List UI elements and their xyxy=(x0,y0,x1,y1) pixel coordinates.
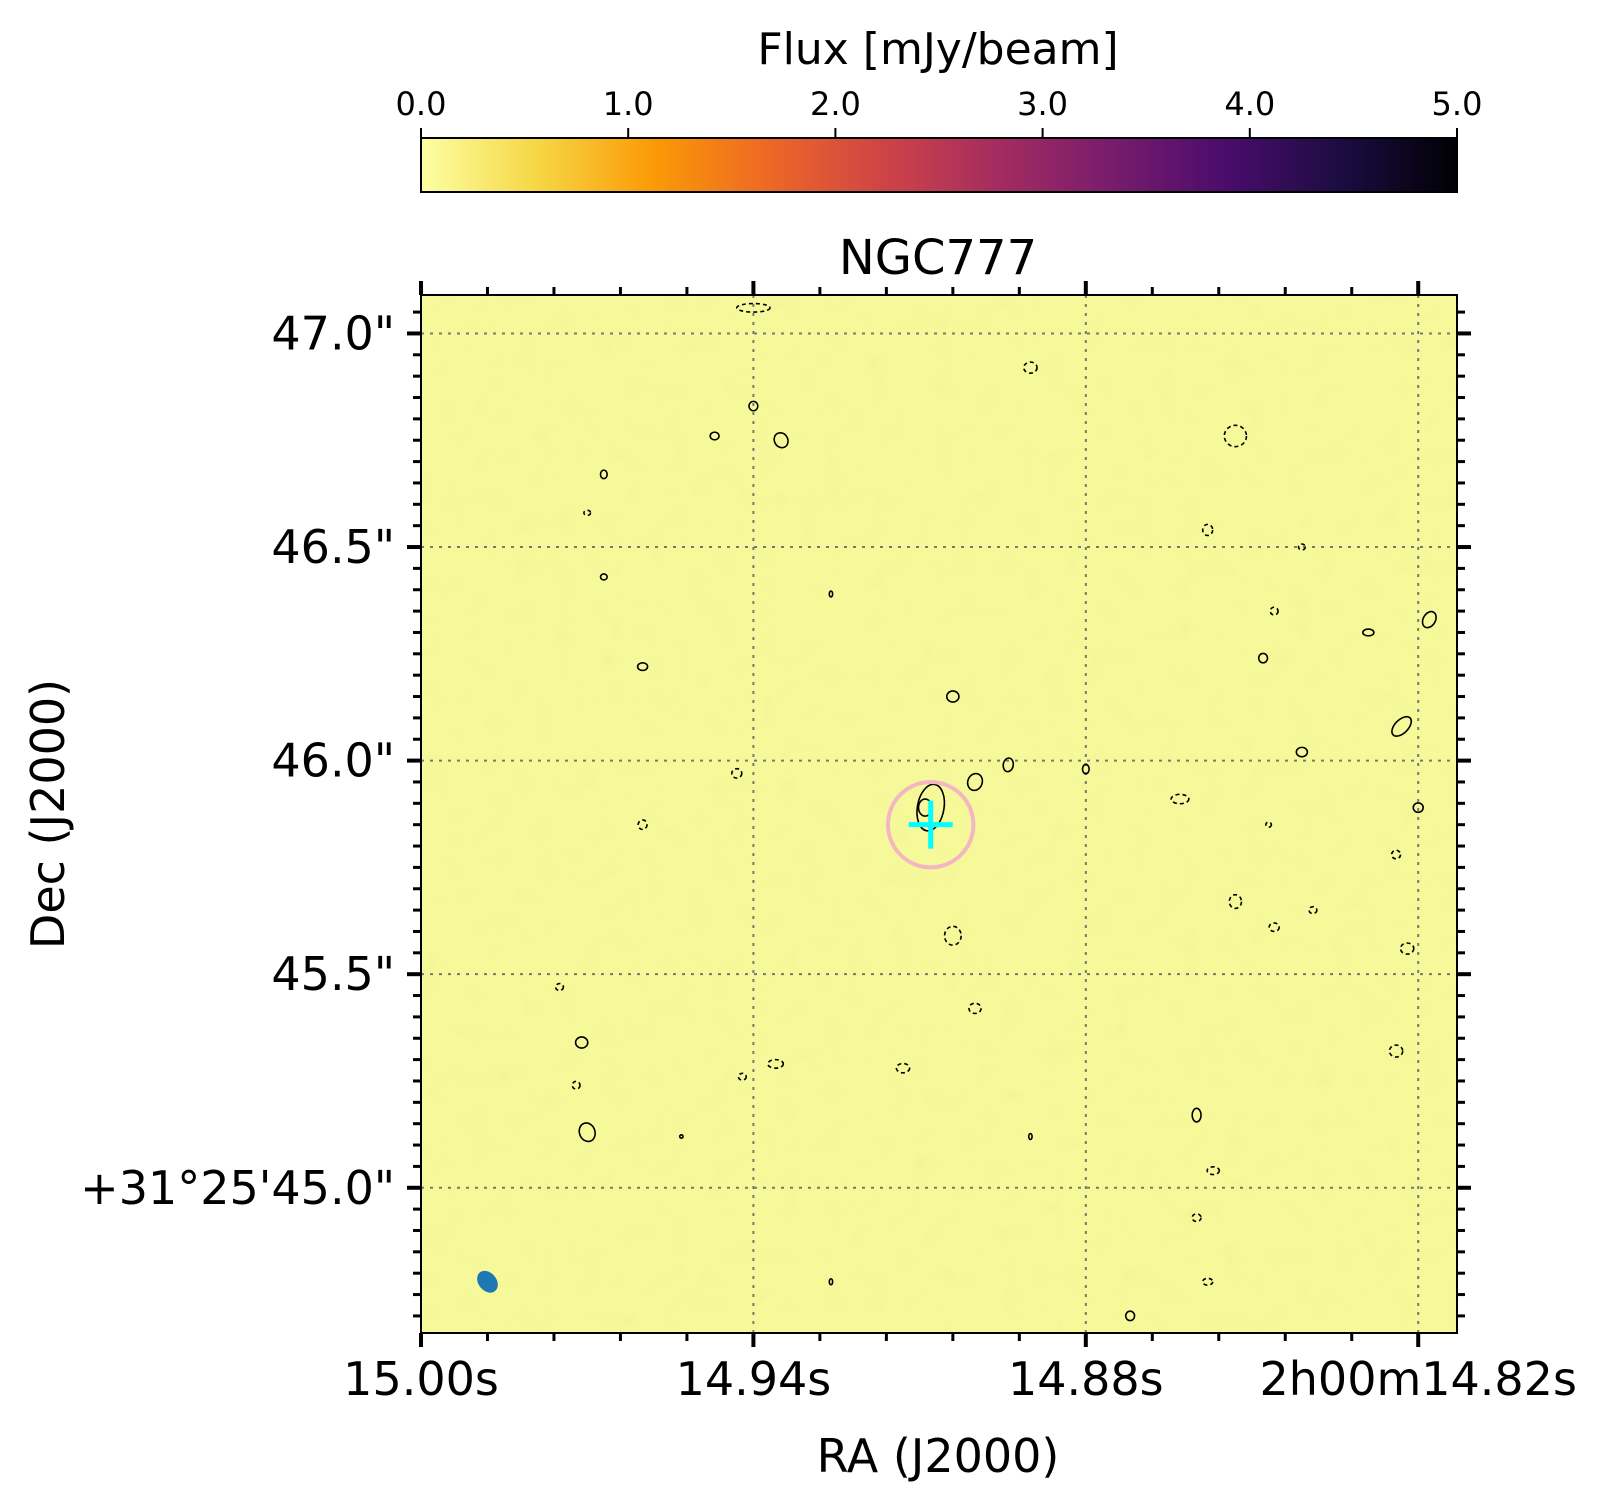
colorbar-tick-label: 4.0 xyxy=(1224,85,1275,123)
contour-positive xyxy=(1421,610,1437,629)
contour-negative xyxy=(1206,1166,1221,1176)
contour-positive xyxy=(599,469,608,480)
contour-negative xyxy=(735,302,771,313)
contour-negative xyxy=(637,819,648,831)
contour-positive xyxy=(599,573,608,581)
contour-positive xyxy=(578,1122,596,1143)
contour-negative xyxy=(1297,543,1307,551)
contour-negative xyxy=(1388,1044,1404,1058)
contour-positive xyxy=(1257,652,1269,664)
colorbar-tick-label: 1.0 xyxy=(603,85,654,123)
colorbar-gradient xyxy=(420,137,1458,193)
contour-negative xyxy=(1308,905,1318,915)
contour-positive xyxy=(1362,628,1375,637)
x-tick-label: 15.00s xyxy=(343,1352,499,1406)
contour-negative xyxy=(1269,606,1279,616)
source-marker xyxy=(885,779,976,870)
contour-positive xyxy=(709,431,720,441)
contour-positive xyxy=(1124,1310,1136,1322)
colorbar-ticks: 0.0 1.0 2.0 3.0 4.0 5.0 xyxy=(396,85,1483,138)
contour-negative xyxy=(554,982,565,992)
contour-positive xyxy=(1081,763,1090,775)
x-tick-label: 14.94s xyxy=(676,1352,832,1406)
y-axis-label: Dec (J2000) xyxy=(21,679,75,949)
y-tick-label: 47.0" xyxy=(271,306,395,360)
beam-ellipse xyxy=(477,1270,498,1293)
plot-area: 15.00s 14.94s 14.88s 2h00m14.82s 47.0" 46.5" 4… xyxy=(80,281,1577,1406)
contour-negative xyxy=(1390,849,1402,860)
y-tick-label: 45.5" xyxy=(271,947,395,1001)
contour-negative xyxy=(968,1002,982,1015)
colorbar-tick-label: 5.0 xyxy=(1432,85,1483,123)
plot-frame xyxy=(420,294,1458,1334)
contour-negative xyxy=(1201,523,1214,537)
flux-noise xyxy=(421,295,1457,1333)
y-tick-label: 46.0" xyxy=(271,734,395,788)
contour-negative xyxy=(1201,1277,1214,1286)
contour-negative xyxy=(1191,1213,1202,1223)
colorbar: Flux [mJy/beam] 0.0 1.0 2.0 3.0 4.0 5.0 xyxy=(396,24,1483,193)
contour-positive xyxy=(916,783,946,832)
contour-negative xyxy=(730,767,743,779)
contour-positive xyxy=(1002,757,1015,773)
contour-negative xyxy=(1223,424,1248,448)
chart-title: NGC777 xyxy=(839,230,1037,286)
y-tick-label: 46.5" xyxy=(271,520,395,574)
contour-positive xyxy=(945,690,960,703)
contour-negative xyxy=(1399,942,1415,955)
contour-positive xyxy=(828,590,834,598)
contour-negative xyxy=(767,1058,785,1069)
x-tick-label: 14.88s xyxy=(1008,1352,1164,1406)
contour-negative xyxy=(571,1080,581,1090)
contour-positive xyxy=(748,400,759,412)
contour-positive xyxy=(773,431,789,449)
contour-negative xyxy=(1228,893,1243,910)
contour-positive xyxy=(1027,1132,1033,1141)
source-circle xyxy=(885,779,976,870)
contour-positive xyxy=(636,661,649,672)
colorbar-label: Flux [mJy/beam] xyxy=(757,24,1118,75)
contour-positive xyxy=(966,772,984,792)
x-tick-label: 2h00m14.82s xyxy=(1260,1352,1577,1406)
contour-negative xyxy=(1022,361,1038,374)
contour-negative xyxy=(1268,922,1280,933)
contour-positive xyxy=(678,1133,684,1140)
y-tick-label: +31°25'45.0" xyxy=(80,1161,395,1215)
contour-negative xyxy=(737,1072,748,1081)
grid-lines xyxy=(420,295,1457,1333)
contour-positive xyxy=(1295,746,1309,758)
contour-negative xyxy=(895,1062,911,1074)
contour-positive xyxy=(1412,802,1425,814)
contour-negative xyxy=(943,925,962,946)
contour-negative xyxy=(1265,821,1273,829)
x-axis-label: RA (J2000) xyxy=(817,1429,1060,1483)
contour-negative xyxy=(1170,793,1190,805)
colorbar-tick-label: 2.0 xyxy=(810,85,861,123)
axis-ticks: 15.00s 14.94s 14.88s 2h00m14.82s 47.0" 46.5" 4… xyxy=(80,281,1577,1406)
contour-positive xyxy=(574,1036,589,1049)
contour-positive xyxy=(1391,715,1413,737)
contour-positive xyxy=(1191,1107,1202,1123)
contour-positive xyxy=(828,1277,834,1286)
colorbar-tick-label: 0.0 xyxy=(396,85,447,123)
contour-levels xyxy=(554,302,1437,1322)
colorbar-tick-label: 3.0 xyxy=(1017,85,1068,123)
contour-negative xyxy=(583,509,592,517)
